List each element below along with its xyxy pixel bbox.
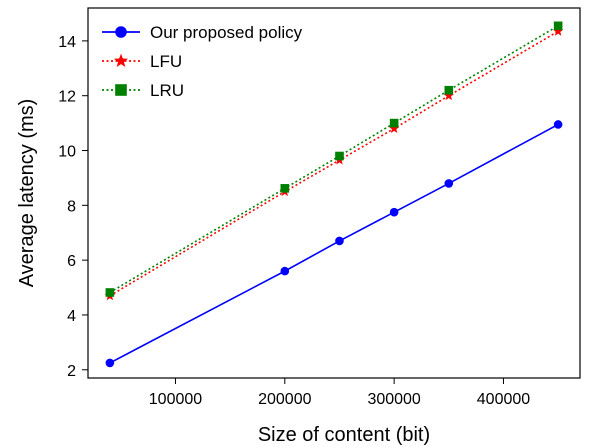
y-tick-label: 4: [67, 308, 76, 325]
data-point: [389, 118, 399, 128]
plot-frame: [87, 7, 581, 379]
y-tick-label: 8: [67, 198, 76, 215]
data-point: [280, 184, 290, 193]
series-line-0: [109, 123, 559, 364]
y-tick-label: 14: [58, 34, 76, 51]
x-tick-label: 200000: [258, 391, 311, 408]
legend-marker: [115, 26, 127, 38]
data-point: [105, 288, 115, 297]
legend: Our proposed policy LFU LRU: [102, 23, 303, 100]
data-point: [444, 85, 454, 95]
data-point: [553, 120, 563, 129]
series-line-1: [109, 30, 559, 297]
legend-label: LFU: [150, 52, 182, 71]
data-point: [280, 266, 290, 276]
data-point: [553, 21, 563, 31]
data-point: [444, 179, 454, 188]
legend-marker: [115, 84, 127, 96]
x-tick-label: 400000: [477, 391, 530, 408]
y-tick-label: 10: [58, 144, 76, 161]
data-point: [388, 123, 400, 134]
y-axis-title: Average latency (ms): [16, 99, 38, 288]
x-tick-label: 300000: [367, 391, 420, 408]
series-line-2: [109, 25, 559, 294]
legend-marker: [113, 53, 129, 68]
data-point: [335, 151, 344, 161]
x-axis-title: Size of content (bit): [258, 424, 430, 446]
data-point: [552, 25, 564, 36]
data-point: [443, 90, 455, 101]
data-point: [105, 358, 115, 368]
legend-label: Our proposed policy: [150, 23, 303, 42]
data-point: [335, 236, 344, 246]
legend-label: LRU: [150, 81, 184, 100]
y-tick-label: 6: [67, 253, 76, 270]
plot-area: [104, 21, 564, 368]
y-tick-label: 2: [67, 363, 76, 380]
y-tick-label: 12: [58, 89, 76, 106]
data-point: [389, 207, 399, 217]
axes: 100000 200000 300000 400000 2 4 6 8 10 12 14: [58, 7, 581, 408]
x-tick-label: 100000: [149, 391, 202, 408]
